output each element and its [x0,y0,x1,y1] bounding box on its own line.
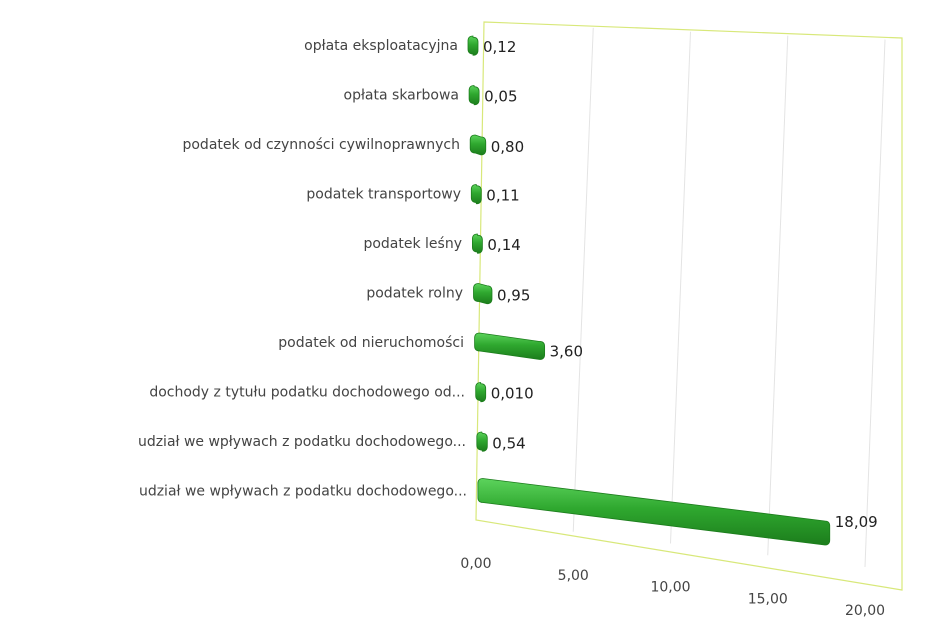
bar [467,35,479,56]
category-label: opłata eksploatacyjna [304,38,458,54]
bar [468,85,480,106]
grid-line [670,31,691,544]
bar [475,382,487,403]
x-tick-label: 5,00 [558,568,589,584]
category-label: udział we wpływach z podatku dochodowego… [138,434,466,450]
bar [469,134,487,156]
bar [473,283,493,305]
category-label: podatek od czynności cywilnoprawnych [182,137,460,153]
category-label: opłata skarbowa [344,88,460,104]
category-label: podatek transportowy [306,187,461,203]
value-label: 0,14 [487,236,520,254]
value-label: 0,95 [497,287,530,305]
x-tick-label: 0,00 [460,556,491,572]
bar [477,478,831,546]
x-tick-label: 10,00 [650,580,690,596]
grid-line [767,35,789,556]
value-label: 18,09 [835,513,878,531]
category-label: udział we wpływach z podatku dochodowego… [139,484,467,500]
bar [476,431,488,452]
category-label: podatek od nieruchomości [278,335,464,351]
category-label: dochody z tytułu podatku dochodowego od.… [149,385,465,401]
value-label: 0,05 [484,88,517,106]
value-label: 0,12 [483,38,516,56]
value-label: 0,80 [491,138,524,156]
category-label: podatek leśny [363,236,462,252]
grid-line [864,39,886,568]
bar [472,233,483,254]
x-tick-label: 15,00 [748,591,788,607]
value-label: 0,010 [491,385,534,403]
category-label: podatek rolny [366,286,463,302]
plot-frame [475,21,903,591]
value-label: 0,11 [486,187,519,205]
x-tick-label: 20,00 [845,603,885,619]
bar [474,332,546,360]
bar [470,184,482,205]
grid-line [572,27,594,532]
value-label: 3,60 [550,342,583,360]
value-label: 0,54 [492,434,525,452]
